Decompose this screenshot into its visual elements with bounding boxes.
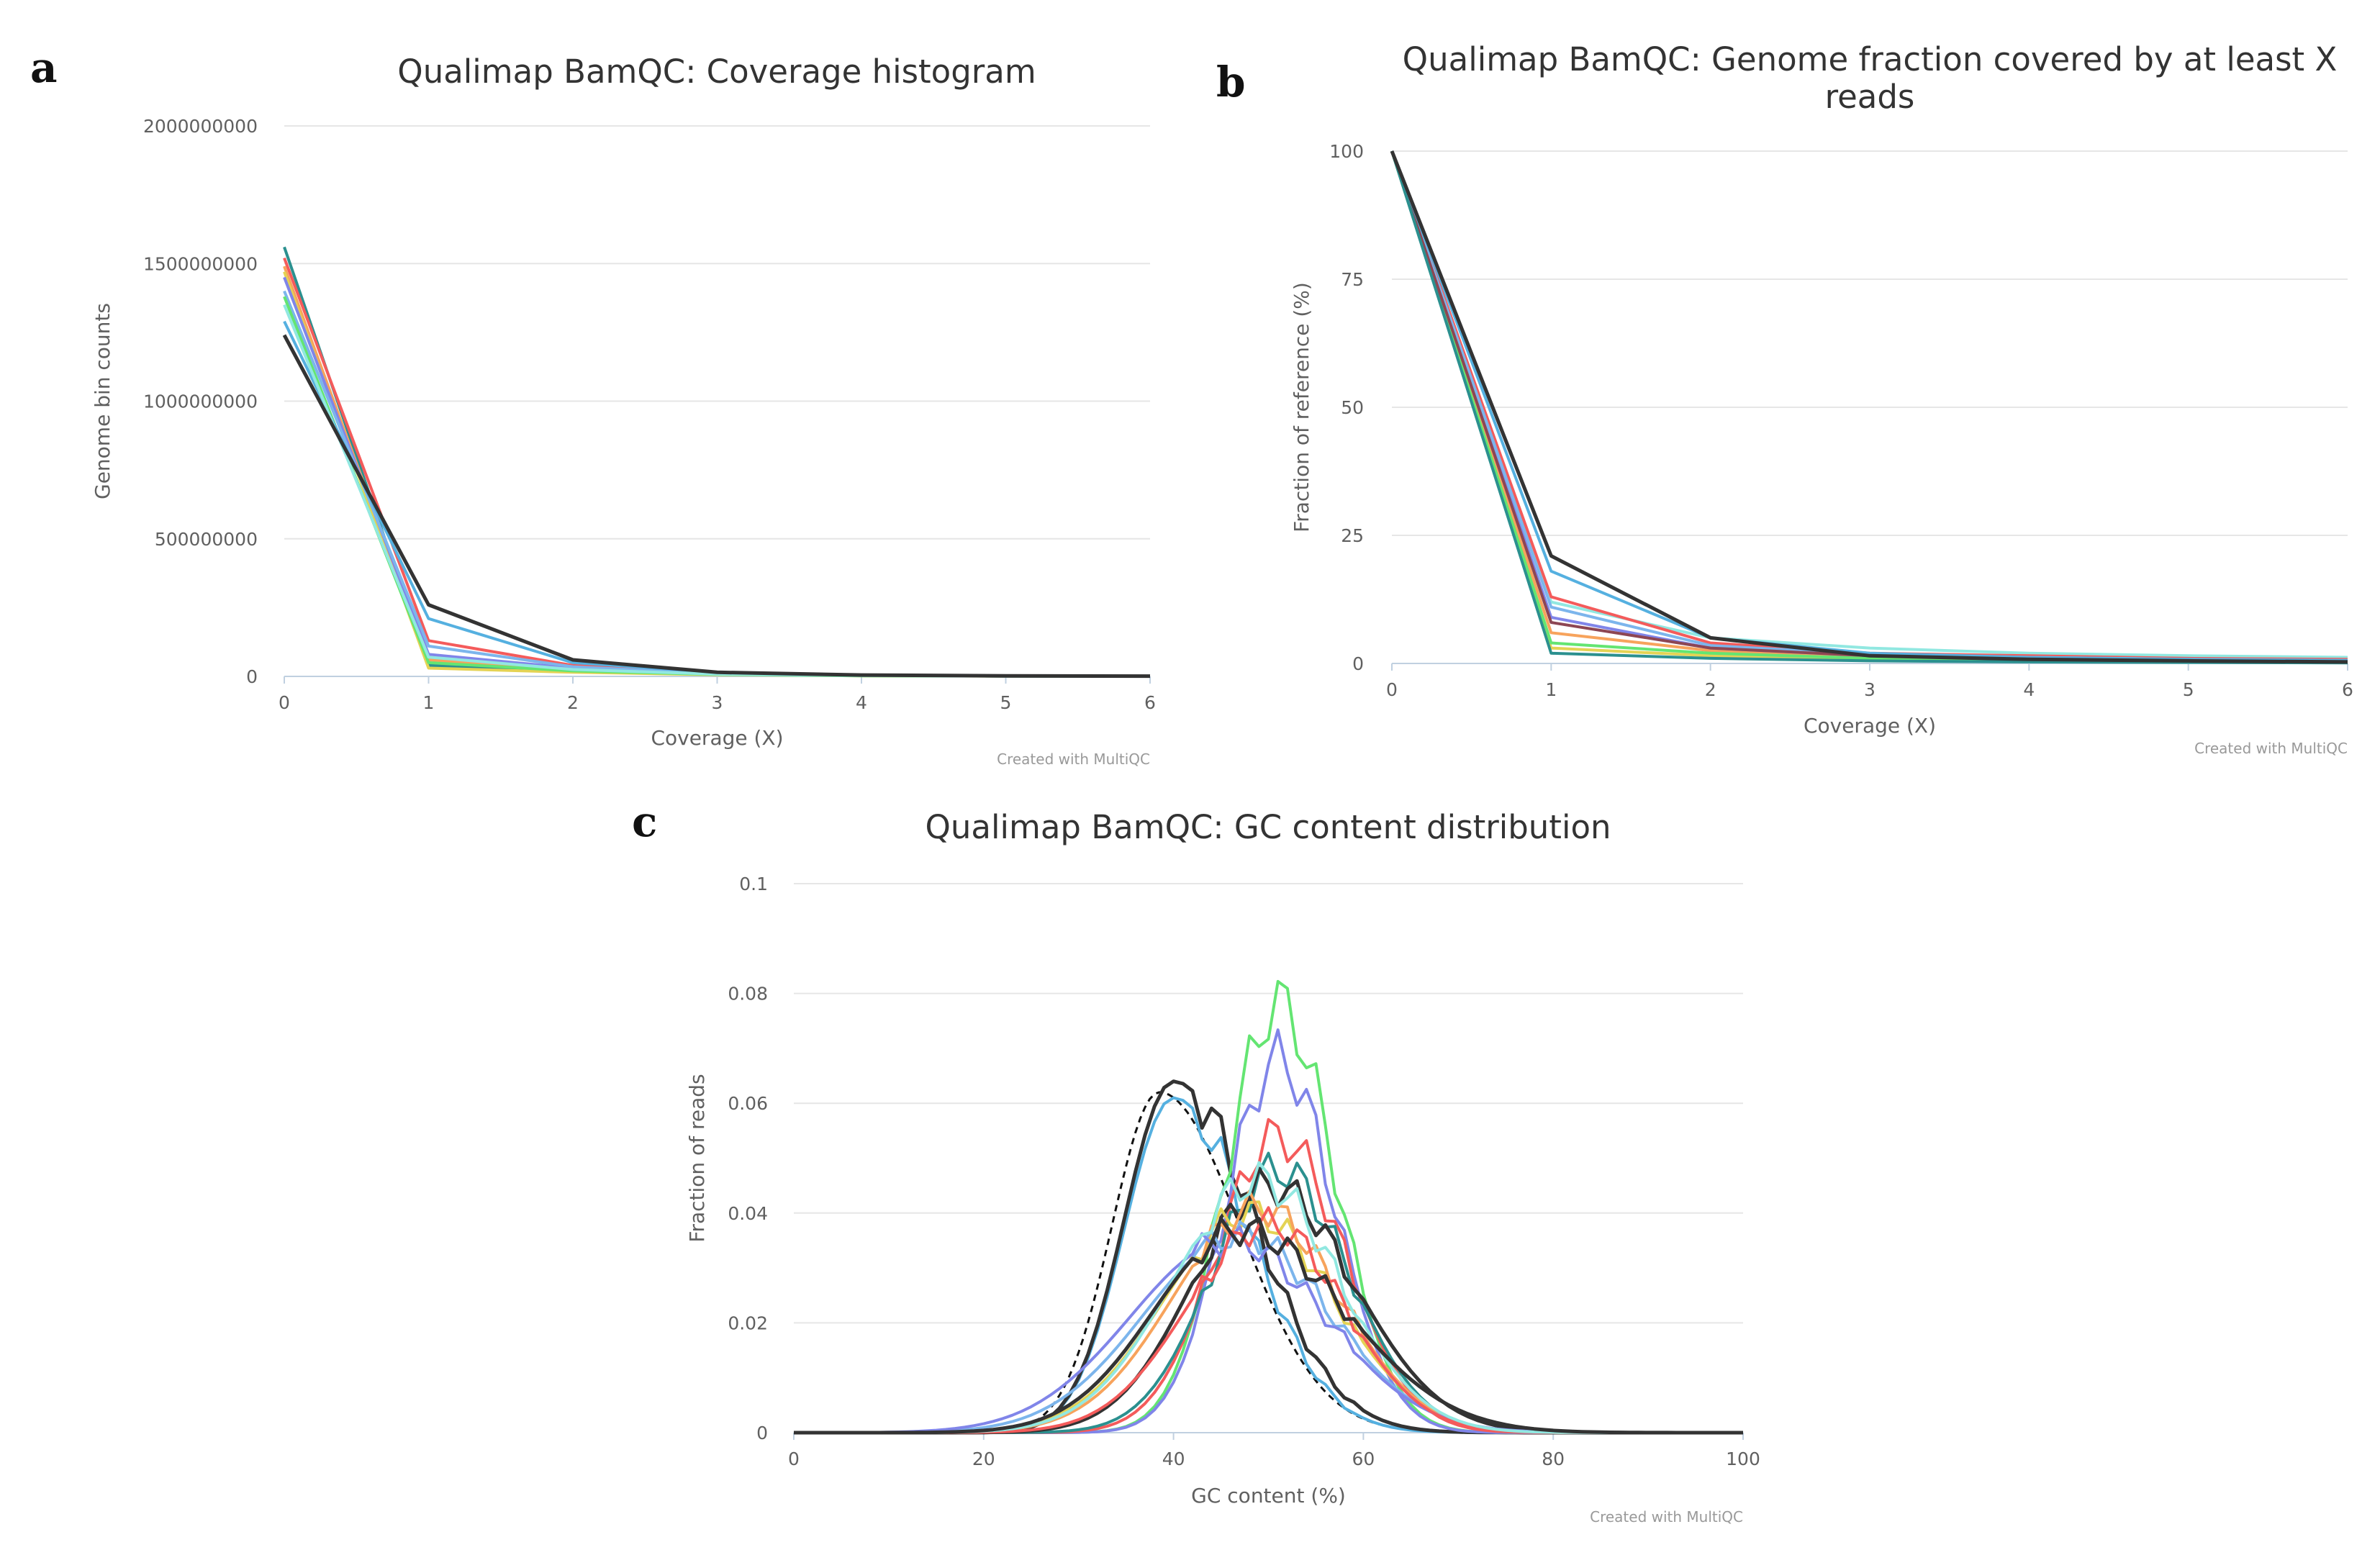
chart-c-series-line-7 — [794, 1200, 1743, 1434]
chart-c-series-line-1 — [794, 1079, 1743, 1435]
chart-c-y-axis-label: Fraction of reads — [685, 1074, 709, 1242]
chart-a-y-tick-label: 1500000000 — [143, 253, 258, 274]
chart-a-credit: Created with MultiQC — [997, 751, 1150, 768]
chart-c-series-line-10 — [794, 1225, 1743, 1434]
chart-a-x-tick-label: 6 — [1144, 692, 1156, 713]
chart-b-series-line-10 — [1390, 150, 2348, 664]
chart-c-x-tick-label: 80 — [1542, 1449, 1565, 1469]
chart-b-y-tick-label: 100 — [1329, 141, 1364, 162]
chart-a-x-tick-label: 5 — [1000, 692, 1012, 713]
chart-a-y-tick-label: 1000000000 — [143, 391, 258, 412]
chart-c-x-axis-label: GC content (%) — [1191, 1484, 1346, 1508]
chart-c-x-tick-label: 20 — [972, 1449, 995, 1469]
chart-c-series-line-8 — [794, 1189, 1743, 1434]
chart-c-credit: Created with MultiQC — [1590, 1508, 1743, 1525]
chart-b-y-tick-label: 50 — [1341, 397, 1364, 418]
chart-b-x-tick-label: 2 — [1705, 679, 1716, 700]
chart-b-y-tick-label: 75 — [1341, 269, 1364, 290]
chart-b-credit: Created with MultiQC — [2194, 740, 2348, 757]
chart-b-x-axis-label: Coverage (X) — [1804, 714, 1936, 738]
chart-a-title: Qualimap BamQC: Coverage histogram — [397, 53, 1036, 91]
chart-c-y-tick-label: 0.06 — [728, 1093, 768, 1114]
chart-b-y-axis-label: Fraction of reference (%) — [1290, 282, 1313, 532]
chart-b-y-tick-label: 25 — [1341, 525, 1364, 546]
chart-c-x-tick-label: 40 — [1162, 1449, 1185, 1469]
chart-a-x-tick-label: 1 — [423, 692, 435, 713]
chart-c-x-tick-label: 60 — [1352, 1449, 1375, 1469]
chart-c: Qualimap BamQC: GC content distribution 0… — [685, 808, 1760, 1525]
chart-c-y-tick-label: 0.1 — [739, 874, 768, 894]
chart-a-series-line-4 — [283, 276, 1151, 678]
chart-c-title: Qualimap BamQC: GC content distribution — [925, 808, 1611, 846]
chart-a-x-tick-label: 2 — [567, 692, 579, 713]
chart-b-x-tick-label: 1 — [1545, 679, 1557, 700]
chart-b-x-tick-label: 5 — [2183, 679, 2194, 700]
chart-a-y-axis-label: Genome bin counts — [91, 303, 114, 499]
chart-b-x-tick-label: 3 — [1864, 679, 1876, 700]
chart-a-x-tick-label: 4 — [856, 692, 867, 713]
chart-b-x-tick-label: 6 — [2342, 679, 2353, 700]
chart-b-title: Qualimap BamQC: Genome fraction covered … — [1403, 40, 2338, 78]
chart-a-y-tick-label: 500000000 — [155, 529, 258, 550]
chart-a-x-tick-label: 0 — [279, 692, 290, 713]
chart-a-y-tick-label: 0 — [246, 666, 258, 687]
chart-c-y-tick-label: 0.02 — [728, 1313, 768, 1333]
panel-letter-b: b — [1216, 58, 1246, 106]
chart-c-series-line-5 — [794, 1151, 1743, 1434]
chart-a-series-line-9 — [282, 334, 1151, 679]
chart-b: Qualimap BamQC: Genome fraction covered … — [1290, 40, 2353, 757]
panel-letter-c: c — [632, 797, 658, 846]
chart-c-series-line-12 — [794, 1161, 1743, 1434]
panel-letter-a: a — [30, 43, 58, 92]
chart-c-x-tick-label: 0 — [788, 1449, 800, 1469]
chart-a-x-axis-label: Coverage (X) — [651, 726, 783, 750]
chart-b-x-tick-label: 0 — [1386, 679, 1398, 700]
chart-c-x-tick-label: 100 — [1726, 1449, 1760, 1469]
chart-c-y-tick-label: 0.08 — [728, 984, 768, 1005]
chart-c-series-line-13 — [794, 1217, 1743, 1435]
chart-b-y-tick-label: 0 — [1352, 653, 1364, 674]
chart-b-series-line-0 — [1390, 150, 2348, 659]
chart-c-y-tick-label: 0.04 — [728, 1203, 768, 1224]
chart-b-series-line-2 — [1390, 150, 2348, 663]
chart-b-title: reads — [1825, 78, 1915, 116]
chart-a-y-tick-label: 2000000000 — [143, 116, 258, 137]
chart-a-series-line-8 — [283, 304, 1151, 678]
chart-c-series-line-9 — [794, 1220, 1743, 1434]
chart-b-x-tick-label: 4 — [2023, 679, 2035, 700]
chart-a-x-tick-label: 3 — [712, 692, 723, 713]
chart-c-y-tick-label: 0 — [756, 1423, 768, 1443]
chart-a: Qualimap BamQC: Coverage histogram 0 50000… — [91, 53, 1156, 768]
